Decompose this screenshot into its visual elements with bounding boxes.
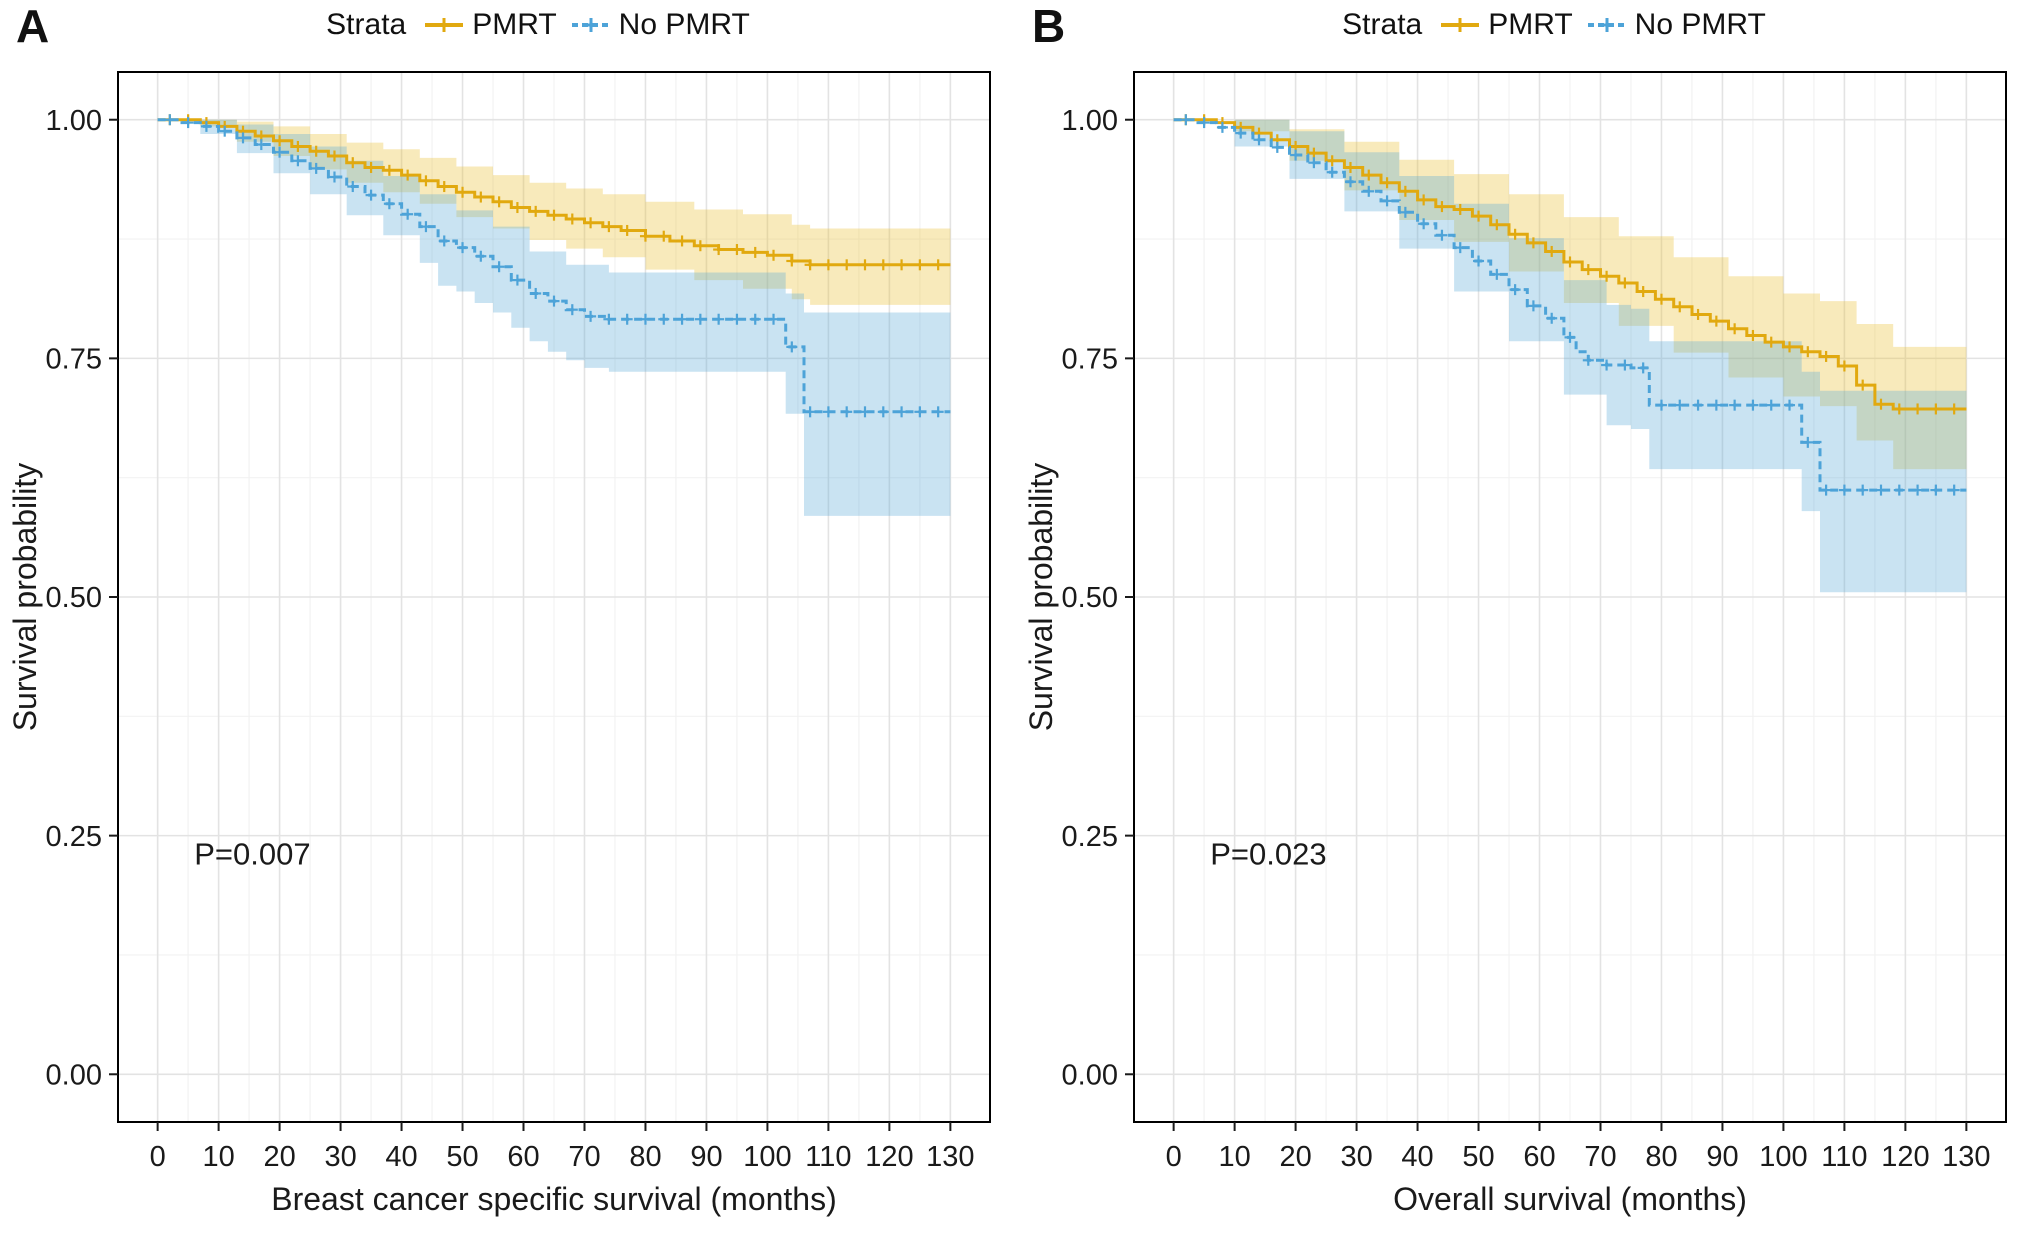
svg-text:0.50: 0.50 (1062, 582, 1118, 614)
svg-text:100: 100 (1759, 1141, 1807, 1173)
legend-label-no-pmrt: No PMRT (1634, 8, 1766, 41)
svg-text:130: 130 (1942, 1141, 1990, 1173)
svg-text:0.25: 0.25 (1062, 821, 1118, 853)
legend-label-pmrt: PMRT (1488, 8, 1573, 41)
svg-text:30: 30 (324, 1141, 356, 1173)
panel-label-a: A (16, 0, 50, 52)
legend-b: Strata PMRT No PMRT (1076, 8, 2032, 42)
svg-text:1.00: 1.00 (1062, 105, 1118, 137)
svg-text:80: 80 (629, 1141, 661, 1173)
svg-text:Survival probability: Survival probability (7, 463, 43, 732)
svg-text:90: 90 (690, 1141, 722, 1173)
svg-text:20: 20 (263, 1141, 295, 1173)
svg-text:80: 80 (1645, 1141, 1677, 1173)
legend-label-no-pmrt: No PMRT (618, 8, 750, 41)
pmrt-key-icon (425, 18, 464, 32)
svg-text:20: 20 (1279, 1141, 1311, 1173)
legend-item-pmrt: PMRT (1438, 8, 1573, 42)
svg-text:120: 120 (1881, 1141, 1929, 1173)
panel-a: A Strata PMRT No PMRT 0 10 20 30 40 50 60 70 80 9… (0, 0, 1016, 1234)
no-pmrt-key-icon (1587, 18, 1626, 32)
svg-text:P=0.023: P=0.023 (1210, 836, 1326, 871)
svg-text:0.50: 0.50 (46, 582, 102, 614)
svg-text:70: 70 (568, 1141, 600, 1173)
no-pmrt-key-icon (571, 18, 610, 32)
svg-text:0.75: 0.75 (1062, 344, 1118, 376)
svg-text:Breast cancer specific surviva: Breast cancer specific survival (months) (271, 1181, 837, 1217)
legend-a: Strata PMRT No PMRT (60, 8, 1016, 42)
svg-text:110: 110 (805, 1141, 851, 1173)
pmrt-key-icon (1441, 18, 1480, 32)
survival-plot-b: 0 10 20 30 40 50 60 70 80 90 100 110 120 130 0.00 0.25 0… (1016, 58, 2032, 1234)
legend-title: Strata (1342, 8, 1423, 41)
svg-text:30: 30 (1340, 1141, 1372, 1173)
survival-plot-a: 0 10 20 30 40 50 60 70 80 90 100 110 120 130 0.00 0.25 0… (0, 58, 1016, 1234)
legend-item-pmrt: PMRT (422, 8, 557, 42)
svg-text:100: 100 (743, 1141, 791, 1173)
svg-text:0: 0 (1166, 1141, 1182, 1173)
svg-text:90: 90 (1706, 1141, 1738, 1173)
svg-text:10: 10 (202, 1141, 234, 1173)
svg-text:P=0.007: P=0.007 (194, 836, 310, 871)
legend-title: Strata (326, 8, 407, 41)
svg-text:110: 110 (1821, 1141, 1867, 1173)
panel-b-header: B Strata PMRT No PMRT (1016, 0, 2032, 58)
svg-text:40: 40 (1401, 1141, 1433, 1173)
legend-item-no-pmrt: No PMRT (569, 8, 750, 42)
svg-text:70: 70 (1584, 1141, 1616, 1173)
svg-text:120: 120 (865, 1141, 913, 1173)
svg-text:0.25: 0.25 (46, 821, 102, 853)
svg-text:Survival probability: Survival probability (1023, 463, 1059, 732)
svg-text:130: 130 (926, 1141, 974, 1173)
legend-label-pmrt: PMRT (472, 8, 557, 41)
svg-text:10: 10 (1218, 1141, 1250, 1173)
svg-text:40: 40 (385, 1141, 417, 1173)
svg-text:60: 60 (507, 1141, 539, 1173)
panel-label-b: B (1032, 0, 1066, 52)
legend-item-no-pmrt: No PMRT (1585, 8, 1766, 42)
svg-text:50: 50 (446, 1141, 478, 1173)
svg-text:0.00: 0.00 (1062, 1059, 1118, 1091)
panel-b: B Strata PMRT No PMRT 0 10 20 30 40 50 60 70 80 9… (1016, 0, 2032, 1234)
panel-a-header: A Strata PMRT No PMRT (0, 0, 1016, 58)
svg-text:0.00: 0.00 (46, 1059, 102, 1091)
svg-text:60: 60 (1523, 1141, 1555, 1173)
svg-text:Overall survival (months): Overall survival (months) (1393, 1181, 1747, 1217)
svg-text:0: 0 (150, 1141, 166, 1173)
svg-text:50: 50 (1462, 1141, 1494, 1173)
svg-text:0.75: 0.75 (46, 344, 102, 376)
svg-text:1.00: 1.00 (46, 105, 102, 137)
